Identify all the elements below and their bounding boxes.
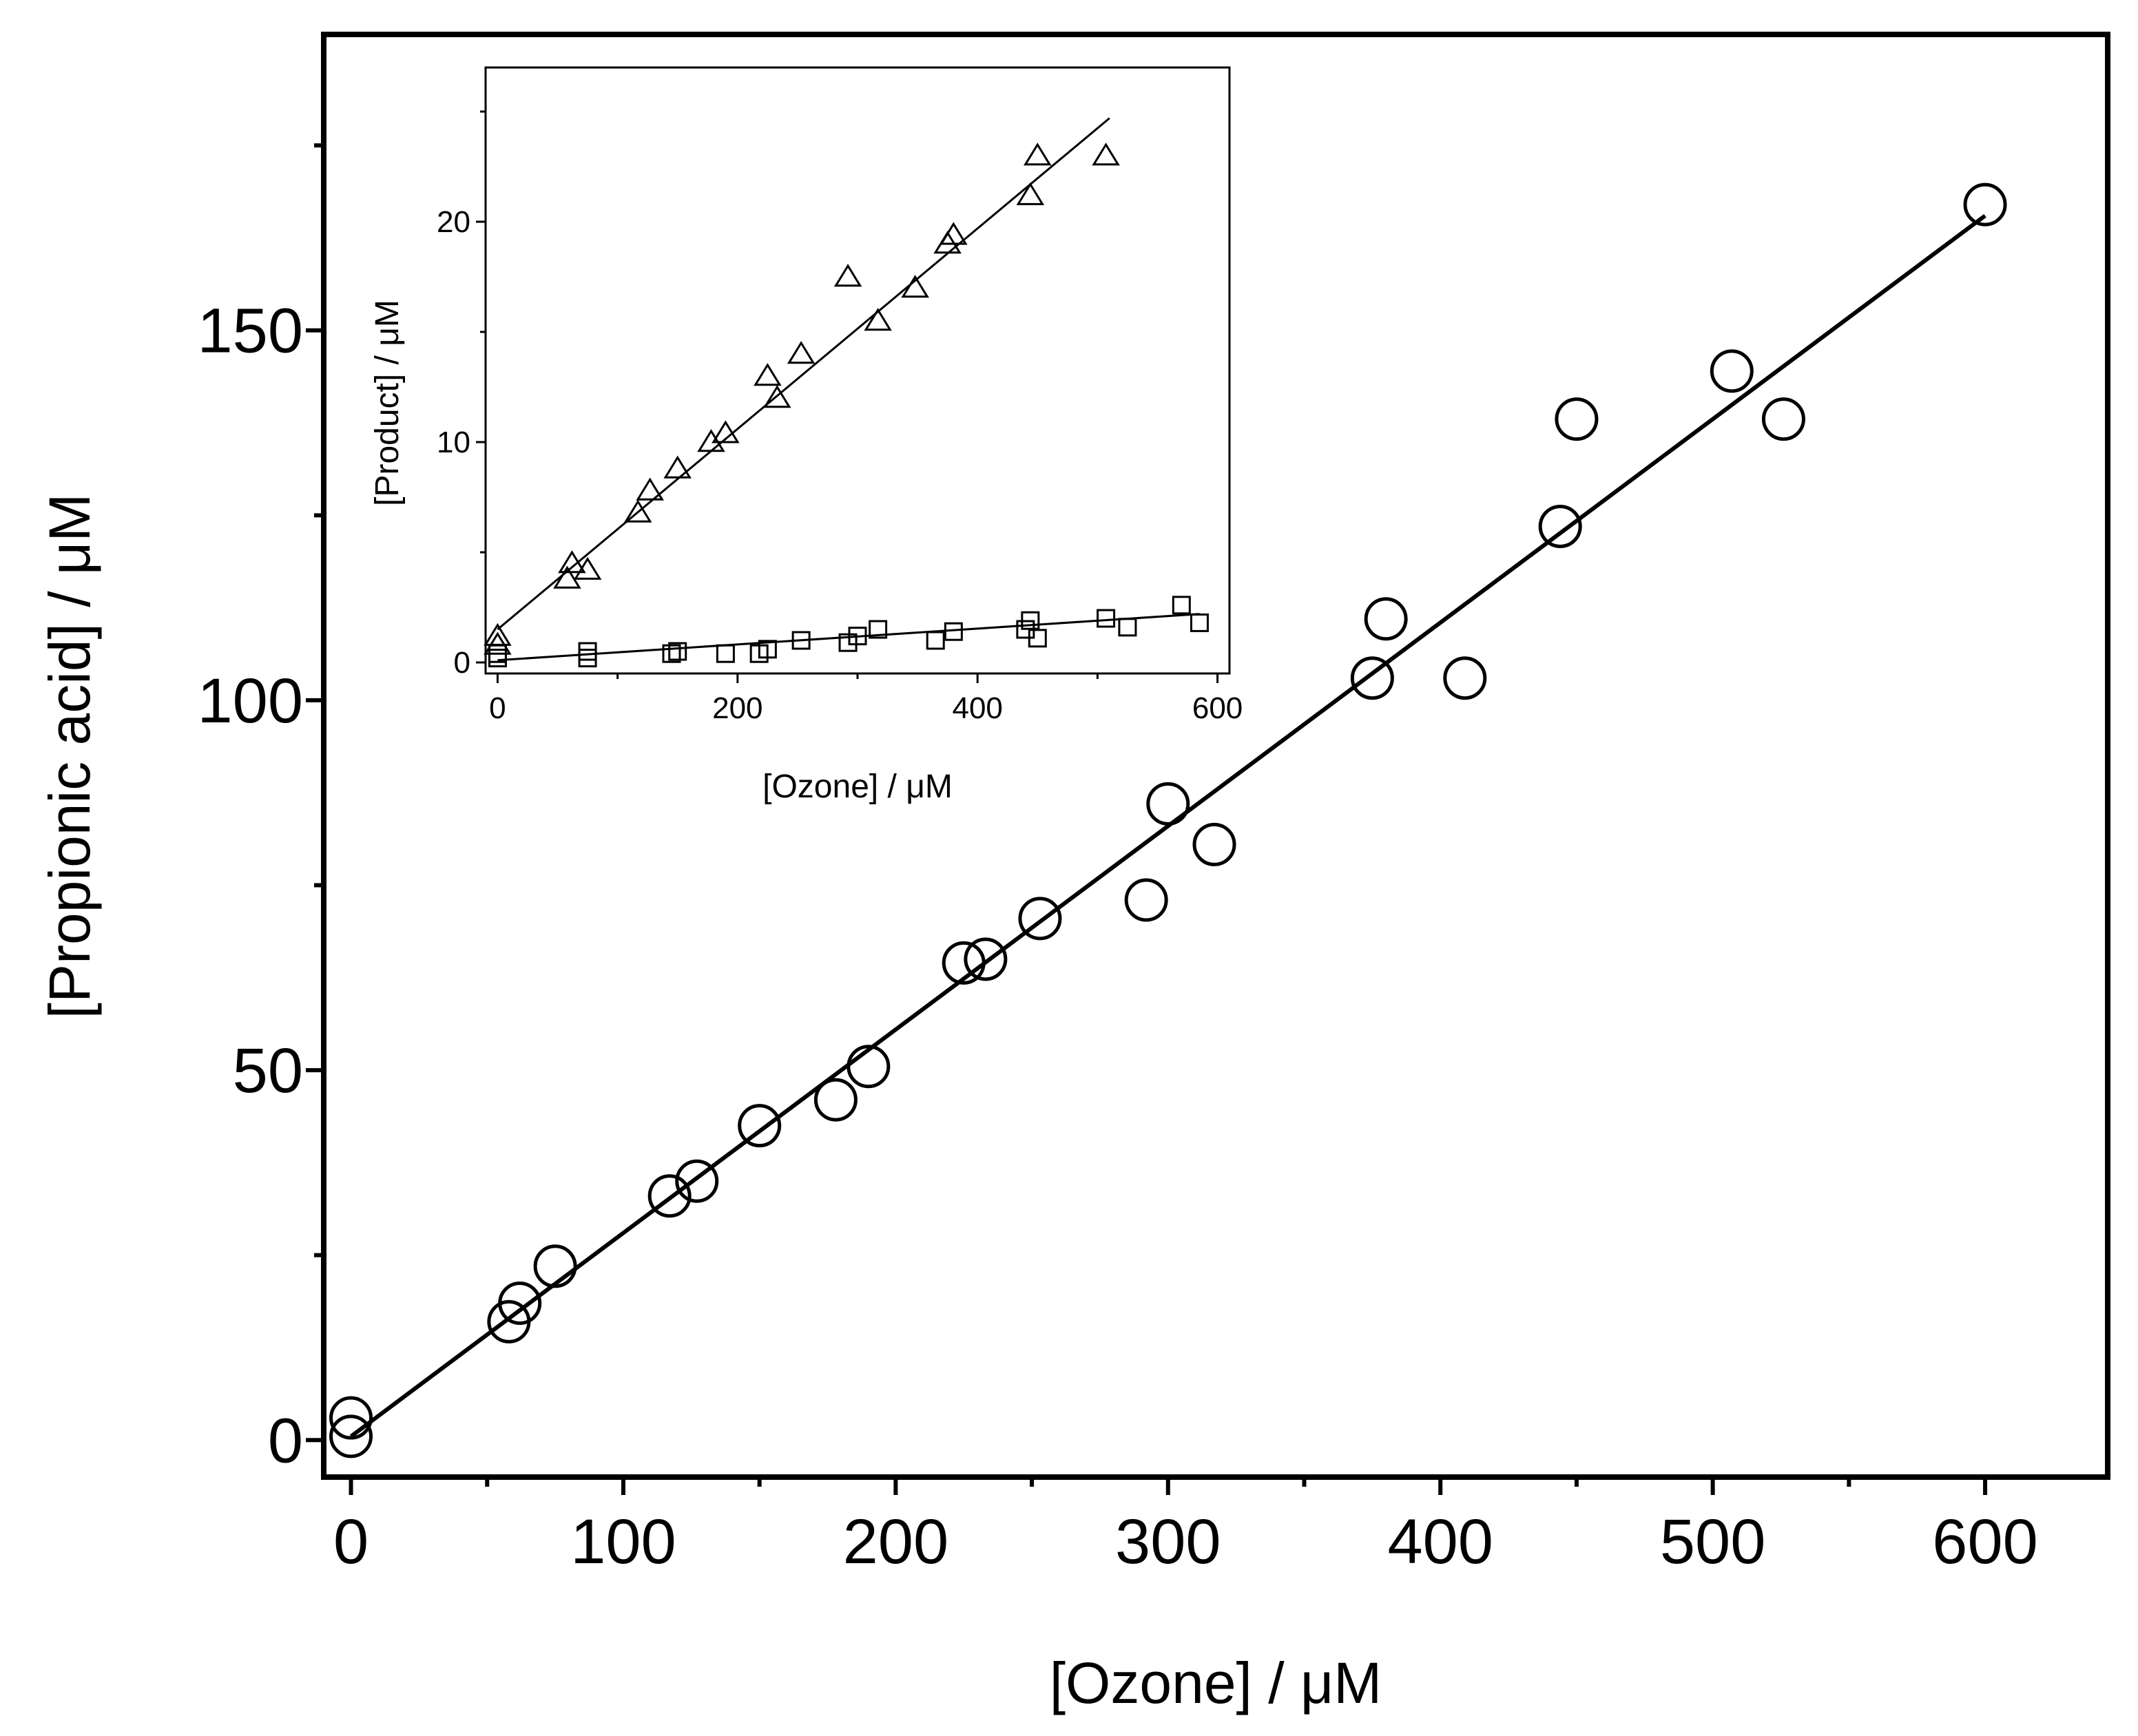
- inset-triangle-point: [558, 550, 586, 574]
- inset-square-point: [1118, 618, 1137, 637]
- inset-markers: [484, 143, 1209, 668]
- inset-triangle-point: [1092, 143, 1120, 166]
- inset-y-axis-label: [Product] / μM: [369, 300, 406, 506]
- inset-square-point: [578, 649, 597, 668]
- main-data-point: [1963, 182, 2007, 227]
- main-x-tick-label: 100: [570, 1507, 676, 1577]
- main-y-tick-label: 50: [233, 1036, 303, 1106]
- main-data-point: [1710, 349, 1754, 393]
- inset-square-point: [869, 620, 888, 639]
- inset-triangle-point: [901, 275, 929, 298]
- main-x-axis-label: [Ozone] / μM: [1050, 1651, 1382, 1715]
- inset-square-point: [668, 642, 687, 661]
- main-data-point: [1124, 878, 1168, 922]
- inset-square-point: [758, 640, 777, 659]
- inset-triangle-point: [712, 420, 740, 443]
- main-data-point: [847, 1045, 891, 1089]
- main-y-tick-label: 0: [268, 1405, 303, 1476]
- inset-y-tick-label: 0: [454, 646, 470, 680]
- inset-square-point: [838, 633, 858, 652]
- main-data-point: [329, 1396, 373, 1440]
- inset-square-point: [1172, 596, 1191, 615]
- inset-square-point: [848, 627, 867, 646]
- inset-square-point: [1190, 613, 1209, 632]
- inset-triangle-point: [1016, 182, 1045, 205]
- main-markers: [329, 182, 2007, 1458]
- main-data-point: [1443, 656, 1487, 700]
- main-data-point: [1364, 597, 1408, 641]
- inset-square-point: [791, 631, 811, 650]
- inset-triangle-point: [573, 556, 602, 580]
- main-data-point: [675, 1159, 719, 1203]
- main-data-point: [1761, 397, 1805, 441]
- inset-x-ticks: 0 200 400 600: [489, 673, 1243, 725]
- main-y-tick-label: 150: [198, 296, 304, 366]
- inset-triangle-point: [623, 499, 652, 523]
- main-x-tick-label: 0: [333, 1507, 369, 1577]
- inset-square-point: [662, 644, 681, 663]
- inset-square-point: [1028, 629, 1047, 648]
- inset-square-point: [944, 622, 963, 641]
- inset-triangle-point: [833, 264, 862, 287]
- main-x-tick-label: 400: [1387, 1507, 1493, 1577]
- main-x-ticks: 0 100 200 300 400 500 600: [333, 1477, 2038, 1577]
- main-data-point: [1538, 504, 1582, 548]
- main-data-point: [942, 941, 986, 985]
- inset-triangle-point: [940, 222, 968, 245]
- main-x-tick-label: 200: [843, 1507, 949, 1577]
- inset-square-point: [488, 649, 507, 668]
- inset-y-tick-label: 10: [437, 426, 470, 459]
- inset-square-point: [1021, 611, 1040, 630]
- main-data-point: [738, 1104, 782, 1148]
- inset-triangle-point: [697, 429, 725, 452]
- main-data-point: [964, 937, 1008, 981]
- inset-x-tick-label: 600: [1192, 691, 1243, 725]
- main-x-tick-label: 300: [1115, 1507, 1221, 1577]
- inset-triangle-point: [763, 385, 791, 408]
- inset-triangle-point: [1024, 143, 1052, 166]
- main-data-point: [1350, 656, 1394, 700]
- main-y-ticks: 0 50 100 150: [198, 143, 324, 1476]
- inset-square-point: [716, 644, 735, 663]
- main-data-point: [813, 1078, 858, 1122]
- main-data-point: [1555, 397, 1599, 441]
- main-data-point: [533, 1244, 577, 1288]
- inset-triangle-point: [484, 631, 512, 655]
- main-y-axis-label: [Propionic acid] / μM: [37, 494, 102, 1019]
- main-plot-frame: [321, 32, 2110, 1480]
- inset-triangle-point: [663, 455, 692, 479]
- main-x-tick-label: 600: [1932, 1507, 2038, 1577]
- main-fit-line: [349, 213, 1986, 1439]
- inset-x-axis-label: [Ozone] / μM: [762, 768, 953, 805]
- inset-triangle-point: [787, 341, 816, 364]
- inset-plot: 0 200 400 600 0 10 20 [Ozone] / μM [Product] …: [369, 66, 1243, 805]
- inset-square-point: [1097, 609, 1116, 628]
- main-data-point: [498, 1282, 542, 1326]
- inset-triangle-point: [754, 363, 782, 386]
- inset-x-tick-label: 0: [489, 691, 506, 725]
- inset-x-tick-label: 200: [712, 691, 762, 725]
- main-data-point: [647, 1174, 692, 1218]
- main-x-tick-label: 500: [1660, 1507, 1766, 1577]
- main-data-point: [329, 1414, 373, 1458]
- inset-triangle-point: [553, 565, 581, 589]
- main-data-point: [1018, 897, 1062, 941]
- main-data-point: [1146, 782, 1190, 826]
- inset-y-tick-label: 20: [437, 205, 470, 239]
- inset-y-ticks: 0 10 20: [437, 110, 486, 680]
- inset-triangle-point: [864, 308, 892, 331]
- inset-plot-frame: [484, 66, 1231, 675]
- inset-square-point: [926, 631, 945, 650]
- inset-x-tick-label: 400: [952, 691, 1002, 725]
- main-y-tick-label: 100: [198, 666, 304, 736]
- inset-triangle-fit-line: [497, 117, 1110, 631]
- main-data-point: [1192, 822, 1236, 866]
- inset-triangle-point: [636, 477, 664, 501]
